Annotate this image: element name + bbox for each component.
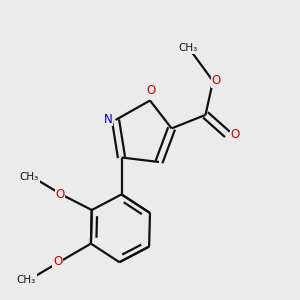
Text: O: O [212,74,220,88]
Text: CH₃: CH₃ [179,43,198,53]
Text: O: O [56,188,64,202]
Text: CH₃: CH₃ [20,172,39,182]
Text: O: O [146,85,155,98]
Text: CH₃: CH₃ [17,274,36,285]
Text: O: O [230,128,240,141]
Text: N: N [104,113,112,126]
Text: O: O [53,255,62,268]
